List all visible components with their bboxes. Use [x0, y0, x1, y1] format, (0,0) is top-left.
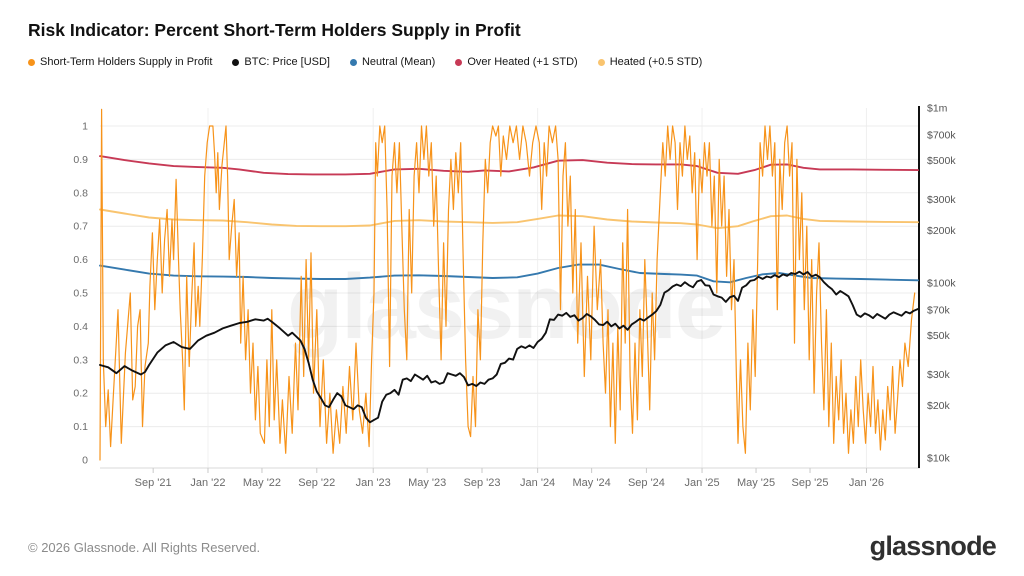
y-left-tick-label: 0.7	[73, 221, 88, 233]
legend-label: BTC: Price [USD]	[244, 56, 330, 68]
page-title: Risk Indicator: Percent Short-Term Holde…	[28, 20, 521, 40]
y-left-tick-label: 0	[82, 455, 88, 467]
series-btc-price-usd	[99, 270, 919, 424]
legend-item[interactable]: Short-Term Holders Supply in Profit	[28, 56, 212, 68]
y-left-tick-label: 0.3	[73, 354, 88, 366]
y-right-tick-label: $50k	[927, 330, 951, 342]
x-tick-label: Sep '22	[298, 477, 335, 489]
legend-item[interactable]: BTC: Price [USD]	[232, 56, 330, 68]
y-left-tick-label: 0.2	[73, 388, 88, 400]
y-left-tick-label: 0.6	[73, 254, 88, 266]
y-left-tick-label: 0.9	[73, 154, 88, 166]
legend-label: Short-Term Holders Supply in Profit	[40, 56, 213, 68]
glassnode-logo: glassnode	[869, 531, 997, 561]
x-tick-label: Sep '21	[135, 477, 172, 489]
y-right-tick-label: $70k	[927, 305, 951, 317]
legend-marker-icon	[232, 58, 240, 66]
x-tick-label: May '22	[243, 477, 281, 489]
x-tick-label: Jan '26	[849, 477, 884, 489]
legend-marker-icon	[349, 58, 357, 66]
y-left-tick-label: 0.5	[73, 288, 88, 300]
x-tick-label: May '25	[737, 477, 775, 489]
y-right-tick-label: $700k	[927, 130, 956, 142]
x-tick-label: Jan '25	[684, 477, 719, 489]
legend-marker-icon	[28, 58, 35, 66]
copyright-text: © 2026 Glassnode. All Rights Reserved.	[28, 540, 261, 555]
x-tick-label: Jan '23	[356, 477, 391, 489]
legend-marker-icon	[597, 58, 605, 66]
y-right-tick-label: $10k	[927, 453, 951, 465]
chart-legend: Short-Term Holders Supply in Profit BTC: …	[28, 56, 702, 68]
x-tick-label: Sep '23	[464, 477, 501, 489]
x-tick-label: May '24	[573, 477, 611, 489]
legend-marker-icon	[455, 58, 463, 66]
legend-item[interactable]: Over Heated (+1 STD)	[455, 56, 578, 68]
y-right-tick-label: $200k	[927, 225, 956, 237]
x-tick-label: May '23	[408, 477, 446, 489]
legend-label: Over Heated (+1 STD)	[467, 56, 578, 68]
series-short-term-holders-supply-in-profit	[99, 108, 916, 461]
legend-label: Neutral (Mean)	[361, 56, 436, 68]
y-left-tick-label: 0.8	[73, 187, 88, 199]
y-left-tick-label: 0.4	[73, 321, 88, 333]
series-heated-0-5-std	[99, 208, 919, 230]
y-right-tick-label: $30k	[927, 369, 951, 381]
y-left-tick-label: 1	[82, 121, 88, 133]
x-tick-label: Jan '24	[520, 477, 555, 489]
y-right-tick-label: $300k	[927, 194, 956, 206]
x-tick-label: Sep '25	[792, 477, 829, 489]
y-left-tick-label: 0.1	[73, 421, 88, 433]
legend-item[interactable]: Heated (+0.5 STD)	[597, 56, 703, 68]
y-right-tick-label: $100k	[927, 278, 956, 290]
legend-item[interactable]: Neutral (Mean)	[349, 56, 436, 68]
y-right-tick-label: $20k	[927, 400, 951, 412]
legend-label: Heated (+0.5 STD)	[609, 56, 703, 68]
y-right-tick-label: $1m	[927, 103, 948, 115]
y-right-tick-label: $500k	[927, 155, 956, 167]
x-tick-label: Jan '22	[190, 477, 225, 489]
x-tick-label: Sep '24	[628, 477, 665, 489]
